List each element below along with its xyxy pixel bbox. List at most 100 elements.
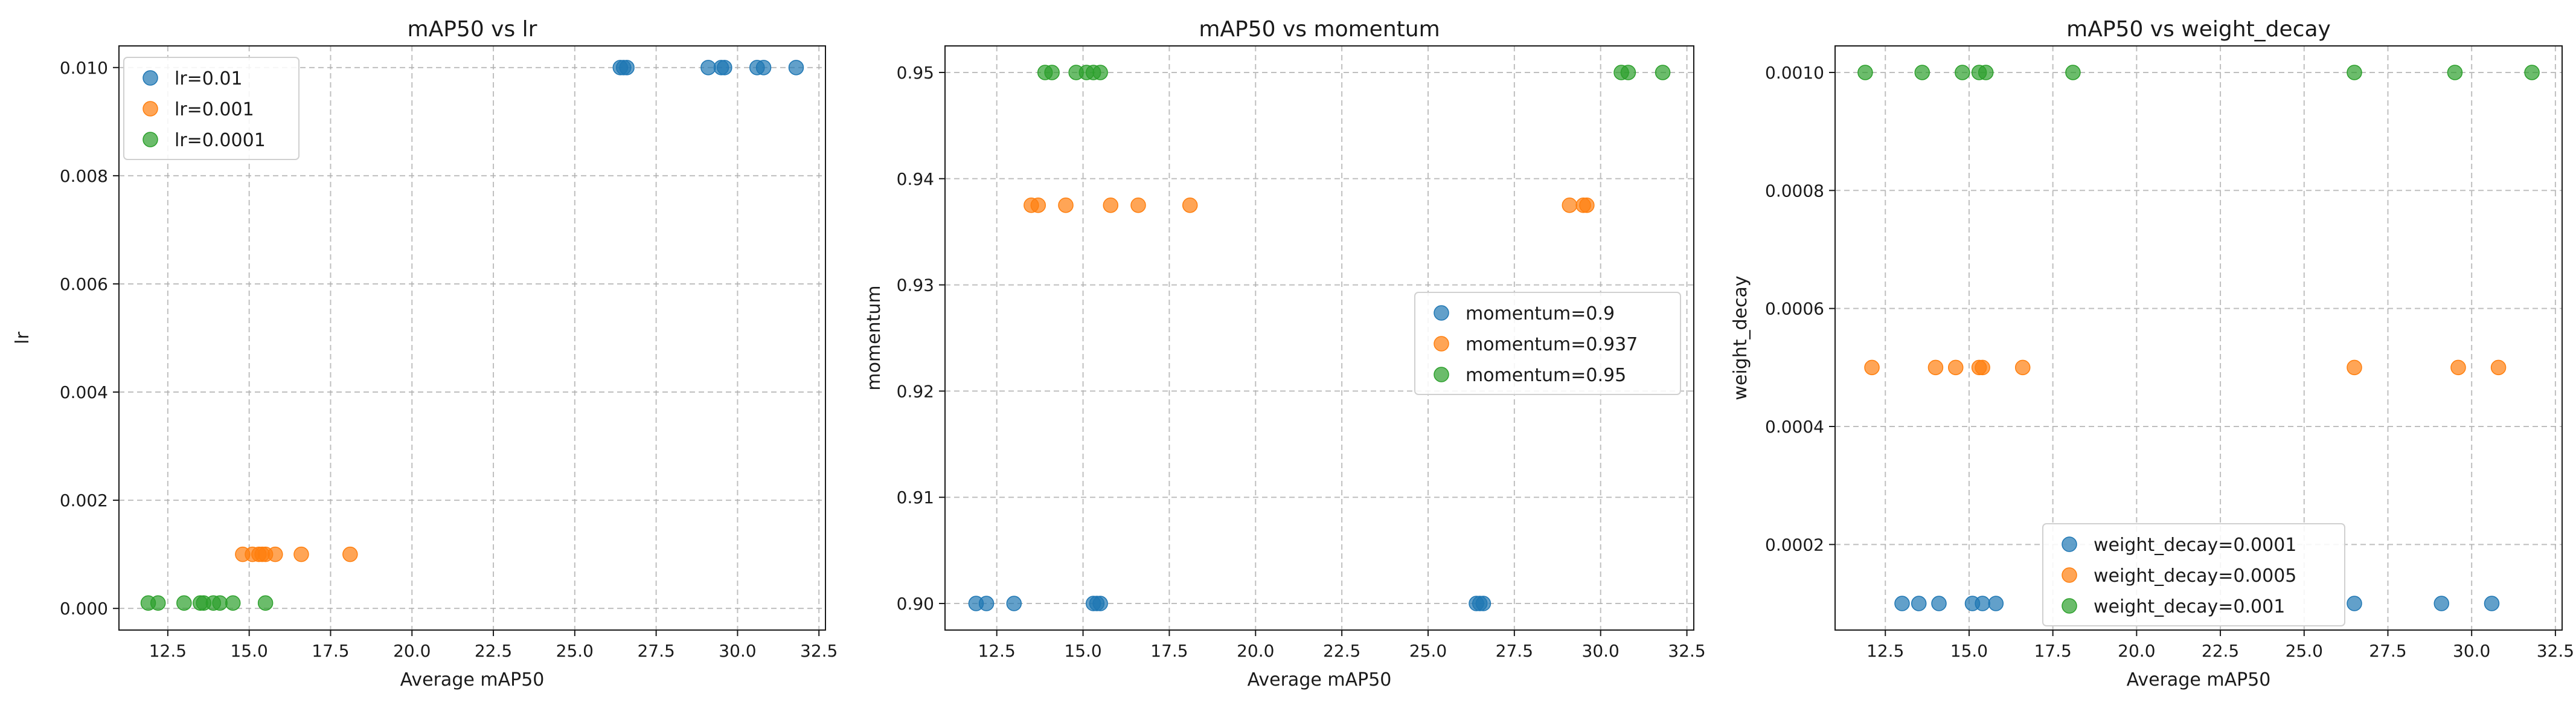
x-tick-label: 20.0	[393, 641, 431, 661]
x-tick-label: 15.0	[1950, 641, 1988, 661]
x-tick-label: 15.0	[230, 641, 268, 661]
data-point	[268, 546, 283, 562]
y-axis-label: weight_decay	[1730, 275, 1751, 400]
chart-title: mAP50 vs lr	[408, 17, 537, 42]
data-point	[1927, 359, 1944, 376]
data-point	[2524, 65, 2540, 80]
legend-label: weight_decay=0.001	[2094, 596, 2285, 617]
legend: weight_decay=0.0001 weight_decay=0.0005we…	[2042, 523, 2345, 626]
data-point	[176, 595, 192, 611]
data-point	[1092, 596, 1108, 611]
y-tick-label: 0.006	[60, 274, 108, 294]
data-point	[978, 596, 995, 611]
x-tick-label: 15.0	[1064, 641, 1101, 661]
y-tick-label: 0.0006	[1765, 299, 1824, 319]
x-tick-label: 27.5	[1496, 641, 1533, 661]
x-tick-label: 17.5	[1150, 641, 1188, 661]
y-tick-label: 0.92	[897, 381, 934, 401]
x-tick-label: 12.5	[978, 641, 1016, 661]
y-axis-label: lr	[12, 332, 33, 344]
data-point	[150, 595, 166, 611]
data-point	[1562, 197, 1578, 213]
data-point	[1006, 596, 1022, 611]
legend-label: weight_decay=0.0005	[2094, 565, 2296, 587]
y-tick-label: 0.010	[60, 58, 108, 78]
legend-box	[1414, 292, 1681, 395]
data-point	[212, 595, 228, 611]
y-tick-label: 0.004	[60, 382, 108, 402]
data-point	[2450, 359, 2466, 376]
data-point	[225, 595, 241, 611]
data-point	[1655, 65, 1671, 80]
y-tick-label: 0.0008	[1765, 181, 1824, 201]
legend-marker	[2062, 598, 2077, 614]
data-point	[2347, 65, 2362, 80]
data-point	[1947, 359, 1964, 376]
data-point	[755, 60, 772, 76]
data-point	[2347, 596, 2362, 611]
legend-marker	[143, 132, 158, 147]
data-point	[2447, 65, 2463, 80]
x-tick-label: 32.5	[800, 641, 838, 661]
legend: momentum=0.9 momentum=0.937 momentum=0.95	[1414, 292, 1681, 395]
x-tick-label: 12.5	[1866, 641, 1904, 661]
data-point	[257, 595, 274, 611]
data-point	[1475, 596, 1491, 611]
y-tick-label: 0.91	[897, 487, 934, 507]
x-tick-label: 30.0	[719, 641, 756, 661]
data-point	[1130, 197, 1146, 213]
legend-label: lr=0.0001	[175, 130, 266, 151]
legend-marker	[143, 101, 158, 117]
y-tick-label: 0.002	[60, 491, 108, 510]
data-point	[1914, 65, 1930, 80]
data-point	[2065, 65, 2081, 80]
data-point	[1182, 197, 1198, 213]
x-tick-label: 27.5	[2369, 641, 2406, 661]
data-point	[1030, 197, 1046, 213]
data-point	[1620, 65, 1636, 80]
y-tick-label: 0.000	[60, 599, 108, 619]
legend-label: weight_decay=0.0001	[2094, 535, 2296, 556]
chart-title: mAP50 vs momentum	[1199, 17, 1440, 42]
x-tick-label: 20.0	[1237, 641, 1274, 661]
plot-frame	[1834, 45, 2563, 631]
plot-frame	[118, 45, 826, 631]
y-axis-label: momentum	[863, 285, 885, 390]
chart-panel-3: 12.5 15.0 17.5 20.0 22.5 25.0 27.5 30.0 32.5 0.00…	[1730, 17, 2574, 690]
data-point	[342, 546, 358, 562]
data-point	[1103, 197, 1119, 213]
data-point	[1058, 197, 1074, 213]
legend-label: lr=0.001	[175, 99, 254, 120]
y-tick-label: 0.95	[897, 63, 934, 83]
data-point	[1894, 596, 1910, 611]
data-point	[788, 60, 804, 76]
data-point	[1975, 359, 1990, 376]
x-tick-label: 20.0	[2118, 641, 2155, 661]
data-point	[1044, 65, 1060, 80]
data-point	[2484, 596, 2500, 611]
y-tick-label: 0.90	[897, 594, 934, 614]
legend-marker	[2062, 567, 2077, 583]
y-tick-label: 0.93	[897, 275, 934, 295]
legend-marker	[1434, 336, 1449, 352]
data-point	[2347, 359, 2362, 376]
data-point	[1978, 65, 1994, 80]
data-point	[1988, 596, 2004, 611]
x-tick-label: 22.5	[1323, 641, 1360, 661]
legend-label: momentum=0.95	[1466, 365, 1626, 386]
data-point	[1864, 359, 1880, 376]
x-tick-label: 30.0	[2453, 641, 2490, 661]
data-point	[1857, 65, 1873, 80]
x-tick-label: 22.5	[2202, 641, 2239, 661]
legend-marker	[1434, 367, 1449, 382]
chart-panel-2: 12.5 15.0 17.5 20.0 22.5 25.0 27.5 30.0 32.5 0.90…	[863, 17, 1706, 690]
x-tick-label: 30.0	[1582, 641, 1620, 661]
data-point	[2490, 359, 2507, 376]
data-point	[2433, 596, 2450, 611]
x-tick-label: 22.5	[475, 641, 512, 661]
data-point	[293, 546, 309, 562]
x-axis-label: Average mAP50	[2127, 669, 2271, 690]
data-point	[700, 60, 716, 76]
data-point	[1955, 65, 1970, 80]
